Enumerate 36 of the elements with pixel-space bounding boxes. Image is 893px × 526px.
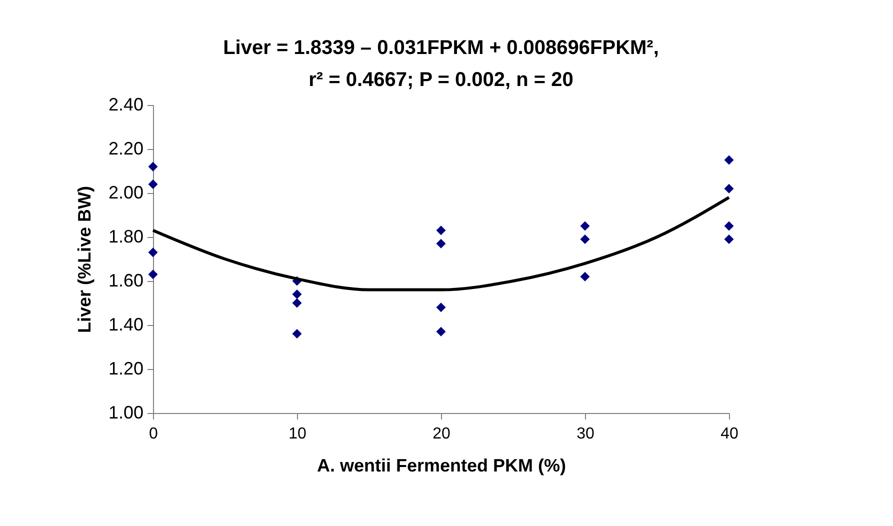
point (292, 298, 302, 308)
point (436, 326, 446, 336)
y-tick-label: 2.20 (108, 138, 144, 158)
point (724, 221, 734, 231)
y-tick-label: 1.80 (108, 226, 144, 246)
point (724, 155, 734, 165)
line-series (152, 196, 730, 292)
x-tick-label: 0 (149, 426, 158, 442)
x-tick-label: 40 (720, 426, 738, 442)
x-tick-label: 10 (288, 426, 306, 442)
y-tick-label: 1.00 (108, 402, 144, 422)
point (436, 226, 446, 236)
x-tick-label: 30 (576, 426, 594, 442)
point (580, 221, 590, 231)
point (580, 272, 590, 282)
point (292, 289, 302, 299)
point (724, 234, 734, 244)
x-tick-label: 20 (432, 426, 450, 442)
y-tick-label: 1.40 (108, 314, 144, 334)
point (580, 234, 590, 244)
y-tick-label: 1.20 (108, 358, 144, 378)
y-tick-label: 1.60 (108, 270, 144, 290)
chart-title: Liver = 1.8339 – 0.031FPKM + 0.008696FPKM², (223, 37, 659, 59)
y-tick-label: 2.40 (108, 94, 144, 114)
point (436, 302, 446, 312)
y-axis-title: Liver (%Live BW) (74, 186, 94, 334)
point (148, 179, 158, 189)
point (148, 270, 158, 280)
point (292, 329, 302, 339)
point (148, 162, 158, 172)
point (436, 238, 446, 248)
x-axis-title: A. wentii Fermented PKM (%) (316, 456, 566, 476)
y-tick-label: 2.00 (108, 182, 144, 202)
point (724, 184, 734, 194)
point (148, 248, 158, 258)
chart-subtitle: r² = 0.4667; P = 0.002, n = 20 (308, 69, 574, 91)
